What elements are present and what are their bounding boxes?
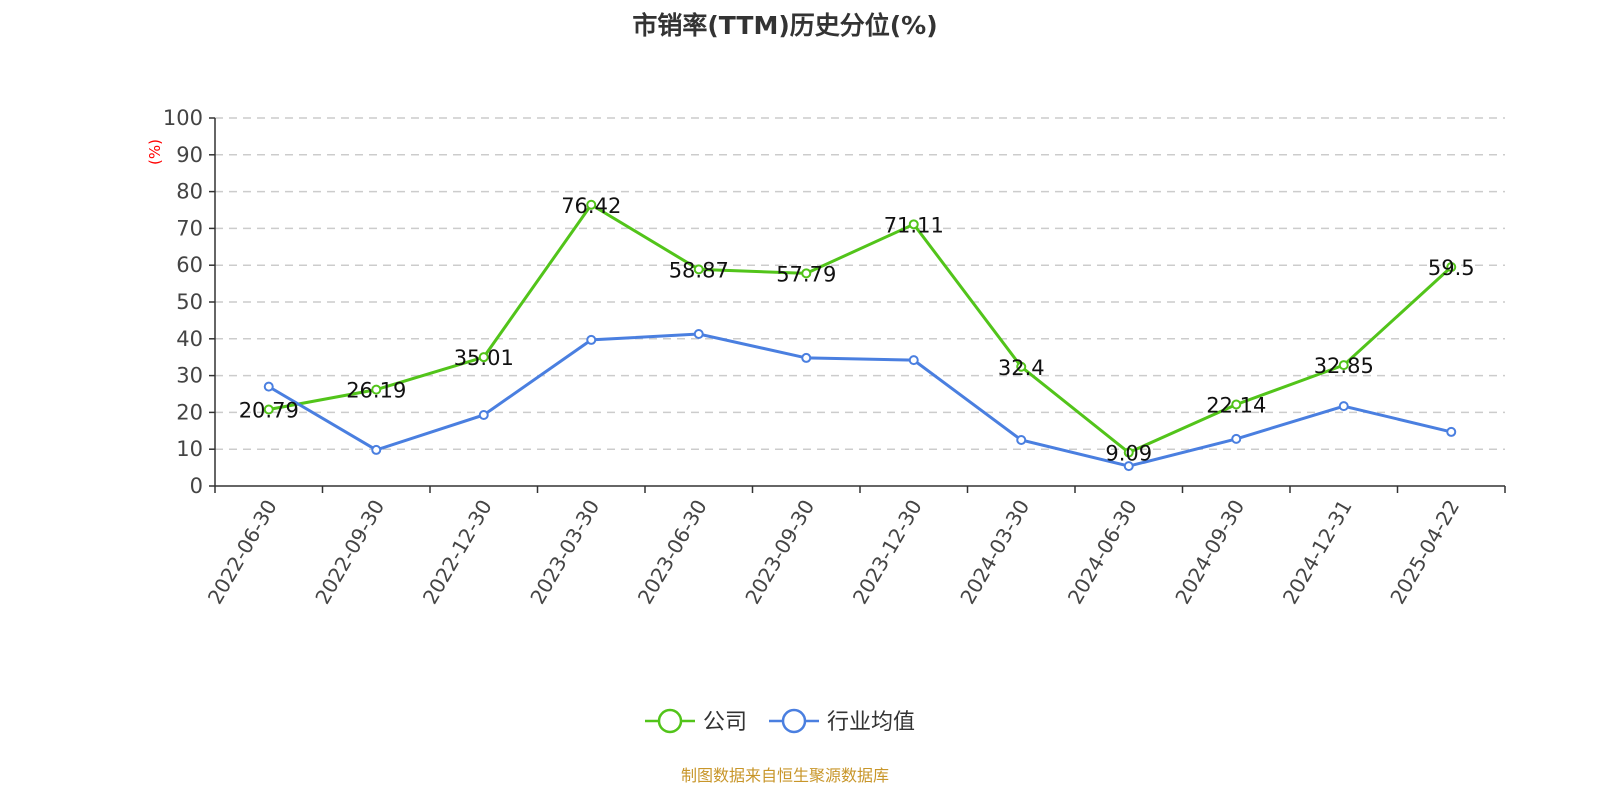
legend-label[interactable]: 公司 <box>703 710 747 735</box>
data-point <box>1016 435 1027 445</box>
y-tick-label: 80 <box>176 180 203 204</box>
data-point <box>801 268 812 279</box>
data-point <box>1016 361 1027 372</box>
y-tick-label: 10 <box>176 437 203 461</box>
data-point <box>1231 433 1242 444</box>
data-label: 22.14 <box>1206 394 1266 418</box>
data-label: 76.42 <box>561 194 621 218</box>
data-point <box>478 409 489 420</box>
x-tick-label: 2024-09-30 <box>1170 496 1249 609</box>
y-tick-label: 0 <box>190 474 203 498</box>
data-label: 57.79 <box>776 262 836 286</box>
y-tick-label: 60 <box>176 253 203 277</box>
x-tick-label: 2023-12-30 <box>848 496 927 609</box>
legend-marker <box>781 708 807 734</box>
x-tick-label: 2022-12-30 <box>418 496 497 609</box>
x-tick-label: 2023-03-30 <box>525 496 604 609</box>
legend-label[interactable]: 行业均值 <box>827 710 915 735</box>
data-label: 59.5 <box>1428 256 1475 280</box>
data-label: 9.09 <box>1105 442 1152 466</box>
x-tick-label: 2022-09-30 <box>310 496 389 609</box>
data-label: 32.4 <box>998 356 1045 380</box>
y-axis-label: (%) <box>146 139 164 165</box>
y-tick-label: 70 <box>176 216 203 240</box>
data-point <box>1231 399 1242 410</box>
y-tick-label: 40 <box>176 327 203 351</box>
x-tick-label: 2023-09-30 <box>740 496 819 609</box>
data-label: 71.11 <box>884 213 944 237</box>
data-point <box>1338 360 1349 371</box>
x-tick-label: 2024-03-30 <box>955 496 1034 609</box>
y-tick-label: 50 <box>176 290 203 314</box>
x-tick-label: 2025-04-22 <box>1385 496 1464 609</box>
data-source-note: 制图数据来自恒生聚源数据库 <box>680 766 889 785</box>
data-point <box>1446 262 1457 273</box>
x-tick-label: 2024-12-31 <box>1278 496 1357 609</box>
y-tick-label: 100 <box>163 106 203 130</box>
data-label: 20.79 <box>239 398 299 422</box>
data-point <box>801 352 812 363</box>
data-point <box>586 334 597 345</box>
data-point <box>371 384 382 395</box>
data-point <box>1446 426 1457 437</box>
data-point <box>693 329 704 340</box>
series-line <box>267 332 1452 468</box>
data-label: 35.01 <box>454 346 514 370</box>
data-point <box>263 381 274 392</box>
legend-marker <box>657 708 683 734</box>
y-tick-label: 30 <box>176 364 203 388</box>
chart-title: 市销率(TTM)历史分位(%) <box>632 11 938 40</box>
y-tick-label: 20 <box>176 400 203 424</box>
data-point <box>263 404 274 415</box>
x-tick-label: 2022-06-30 <box>203 496 282 609</box>
data-point <box>371 444 382 455</box>
data-point <box>693 264 704 275</box>
data-point <box>1338 401 1349 412</box>
data-label: 32.85 <box>1314 354 1374 378</box>
y-tick-label: 90 <box>176 143 203 167</box>
series-line <box>268 202 1453 455</box>
data-label: 58.87 <box>669 258 729 282</box>
data-point <box>908 355 919 366</box>
data-point <box>586 199 597 210</box>
data-point <box>1123 461 1134 472</box>
data-point <box>478 352 489 363</box>
x-tick-label: 2024-06-30 <box>1063 496 1142 609</box>
data-point <box>908 219 919 230</box>
data-point <box>1123 447 1134 458</box>
data-label: 26.19 <box>346 379 406 403</box>
x-tick-label: 2023-06-30 <box>633 496 712 609</box>
